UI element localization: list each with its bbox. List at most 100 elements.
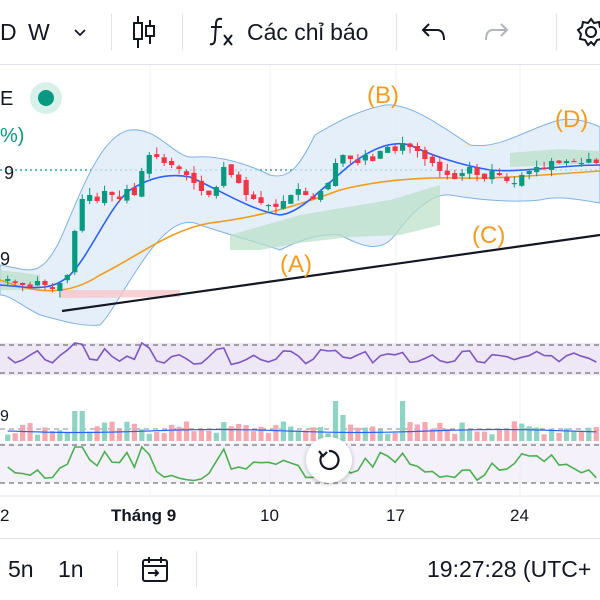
volume-bar <box>437 422 443 441</box>
settings-icon[interactable] <box>576 0 600 64</box>
volume-bar <box>571 430 577 441</box>
candle-body <box>467 167 473 174</box>
volume-bar <box>198 430 205 441</box>
volume-bar <box>556 432 562 441</box>
interval-cut[interactable]: D <box>0 18 17 45</box>
calendar-goto-icon[interactable] <box>140 539 170 600</box>
candle-body <box>541 167 547 169</box>
candle-body <box>496 173 503 175</box>
undo-icon[interactable] <box>420 0 448 64</box>
function-icon[interactable] <box>206 0 236 64</box>
candle-body <box>131 187 137 195</box>
clock-timezone[interactable]: 19:27:28 (UTC+ <box>427 556 592 582</box>
bottombar-border <box>0 538 600 539</box>
volume-bar <box>578 431 584 441</box>
cloud-green-right <box>510 149 600 167</box>
volume-bar <box>221 422 227 441</box>
candle-body <box>355 159 361 163</box>
volume-bar <box>593 427 599 441</box>
candle-body <box>511 183 517 185</box>
candle-body <box>370 156 376 161</box>
candle-body <box>563 161 570 164</box>
interval-button[interactable]: W <box>28 18 50 45</box>
cloud-red <box>60 290 180 298</box>
candle-body <box>124 189 130 201</box>
candle-body <box>27 284 33 287</box>
volume-bar <box>288 426 294 441</box>
volume-bar <box>541 434 547 441</box>
candle-body <box>288 195 294 204</box>
x-tick-label: 24 <box>510 506 529 525</box>
candle-body <box>94 196 100 201</box>
volume-bar <box>94 426 100 441</box>
candle-body <box>176 166 182 169</box>
volume-bar <box>42 427 48 441</box>
range-1y-button[interactable]: 1n <box>58 556 84 582</box>
candle-body <box>459 173 465 177</box>
volume-scale-label: 9 <box>0 408 9 425</box>
candle-body <box>34 281 41 286</box>
range-5y-button[interactable]: 5n <box>8 556 34 582</box>
volume-bar <box>183 421 190 441</box>
candlestick-icon[interactable] <box>130 0 158 64</box>
volume-bar <box>459 422 465 441</box>
indicators-button[interactable]: Các chỉ báo <box>247 18 369 45</box>
candle-body <box>385 147 391 153</box>
volume-bar <box>519 423 525 441</box>
candle-body <box>206 190 212 195</box>
volume-histogram <box>5 401 599 441</box>
volume-bar <box>392 433 398 441</box>
toolbar-divider <box>396 14 397 50</box>
candle-body <box>437 161 443 171</box>
candle-body <box>20 282 26 285</box>
toolbar-divider <box>182 14 183 50</box>
volume-bar <box>87 431 93 441</box>
volume-bar <box>265 433 272 441</box>
candle-body <box>236 174 242 183</box>
redo-icon[interactable] <box>482 0 510 64</box>
visibility-toggle[interactable] <box>30 82 62 114</box>
candle-body <box>340 155 346 164</box>
candle-body <box>64 275 70 281</box>
candle-body <box>57 283 63 291</box>
price-chart[interactable]: E %) 9 9 (A) (B) (C) (D) 9 <box>0 65 600 539</box>
candle-body <box>273 203 279 207</box>
candle-body <box>519 175 525 186</box>
toolbar-divider <box>556 14 557 50</box>
wave-label-a: (A) <box>280 251 312 278</box>
volume-bar <box>169 424 175 441</box>
reset-chart-button[interactable] <box>306 437 352 483</box>
wave-label-b: (B) <box>367 82 399 109</box>
volume-bar <box>534 427 540 441</box>
candle-body <box>295 189 301 195</box>
candle-body <box>42 281 48 285</box>
candle-body <box>310 196 316 199</box>
volume-bar <box>548 428 555 441</box>
wave-label-c: (C) <box>472 222 505 249</box>
chevron-down-icon[interactable] <box>72 0 88 64</box>
volume-bar <box>444 428 450 441</box>
candle-body <box>504 176 510 181</box>
price-scale-label-2: 9 <box>0 249 10 269</box>
osc-band <box>0 443 600 483</box>
candle-body <box>377 151 383 159</box>
candle-body <box>87 195 93 201</box>
volume-bar <box>72 411 78 441</box>
volume-bar <box>318 427 324 441</box>
candle-body <box>139 171 145 197</box>
candle-body <box>109 191 115 195</box>
candle-body <box>422 149 428 159</box>
change-percent-label: %) <box>0 125 24 147</box>
volume-bar <box>474 431 480 441</box>
volume-bar <box>526 426 532 441</box>
cloud-green <box>230 185 440 250</box>
volume-bar <box>340 415 346 441</box>
ma-fast-line <box>0 142 600 289</box>
candle-body <box>146 155 152 174</box>
x-tick-label: 2 <box>0 506 9 525</box>
candle-body <box>489 171 495 180</box>
wave-label-d: (D) <box>555 106 588 133</box>
volume-bar <box>586 427 592 441</box>
volume-bar <box>258 426 264 441</box>
candle-body <box>169 160 175 165</box>
